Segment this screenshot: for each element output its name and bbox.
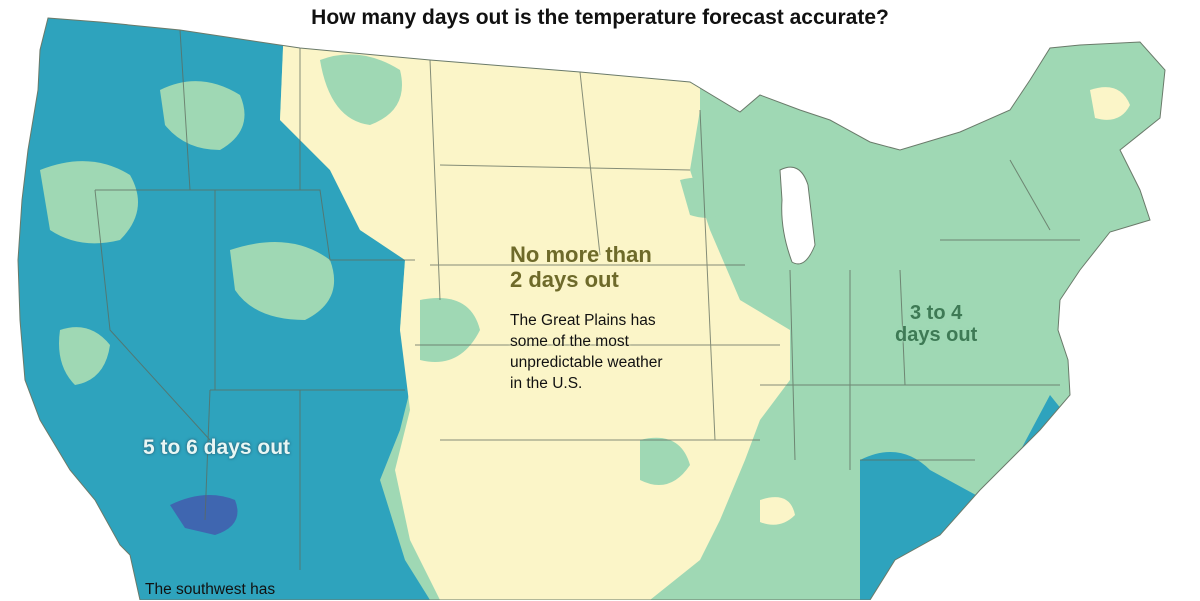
map-title: How many days out is the temperature for…: [311, 6, 889, 29]
plains-note: The Great Plains has some of the most un…: [510, 311, 715, 395]
plains-note-line-1: The Great Plains has: [510, 312, 656, 329]
band-5-6-days-southeast: [860, 395, 1070, 600]
state-borders: [94, 29, 1080, 570]
east-label-line-2: days out: [895, 324, 978, 347]
lake-michigan: [779, 166, 816, 265]
plains-note-line-2: some of the most: [510, 332, 629, 350]
band-7-days: [170, 495, 238, 535]
plains-label-line-2: 2 days out: [510, 266, 619, 292]
east-label-line-1: 3 to 4: [910, 302, 963, 324]
southwest-label: 5 to 6 days out: [143, 436, 291, 459]
plains-label: No more than 2 days out: [510, 242, 652, 292]
plains-note-line-4: in the U.S.: [510, 374, 583, 392]
plains-note-line-3: unpredictable weather: [510, 353, 663, 371]
east-label: 3 to 4 days out: [895, 302, 977, 347]
southwest-note: The southwest has: [145, 581, 276, 598]
plains-label-line-1: No more than: [510, 242, 652, 267]
